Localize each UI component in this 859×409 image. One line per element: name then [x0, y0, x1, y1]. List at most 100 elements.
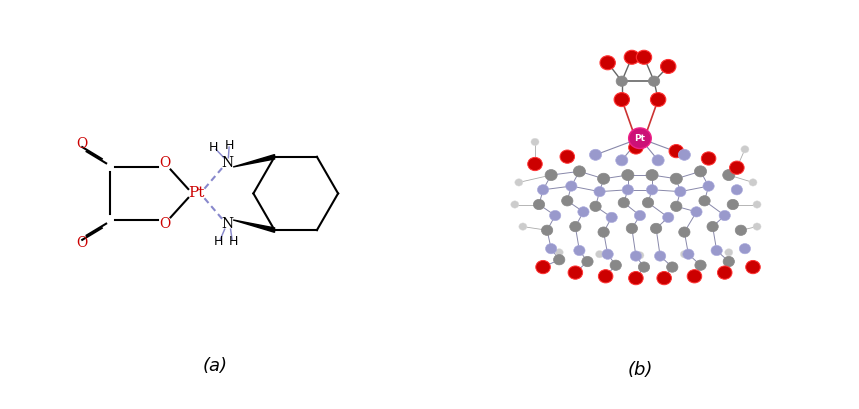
Circle shape: [598, 173, 610, 184]
Circle shape: [536, 261, 551, 274]
Circle shape: [598, 227, 609, 237]
Text: (a): (a): [202, 357, 228, 375]
Circle shape: [647, 184, 658, 195]
Text: O: O: [160, 217, 171, 231]
Text: O: O: [160, 156, 171, 170]
Circle shape: [599, 270, 613, 283]
Circle shape: [541, 225, 552, 236]
Circle shape: [749, 179, 757, 186]
Circle shape: [616, 155, 628, 166]
Circle shape: [629, 141, 643, 154]
Circle shape: [629, 272, 643, 285]
Circle shape: [711, 245, 722, 256]
Circle shape: [636, 252, 644, 259]
Circle shape: [590, 201, 601, 211]
Circle shape: [573, 166, 586, 177]
Text: N: N: [222, 217, 234, 231]
Circle shape: [616, 76, 627, 86]
Circle shape: [703, 181, 714, 191]
Circle shape: [634, 210, 646, 221]
Circle shape: [602, 249, 613, 259]
Circle shape: [722, 169, 734, 180]
Circle shape: [695, 260, 706, 270]
Text: H: H: [214, 235, 223, 248]
Circle shape: [594, 187, 606, 197]
Circle shape: [670, 173, 682, 184]
Circle shape: [553, 254, 565, 265]
Circle shape: [662, 212, 673, 222]
Circle shape: [562, 196, 573, 206]
Circle shape: [545, 169, 557, 180]
Circle shape: [614, 92, 630, 107]
Circle shape: [649, 76, 660, 86]
Circle shape: [674, 187, 686, 197]
Circle shape: [533, 199, 545, 210]
Circle shape: [667, 262, 678, 272]
Circle shape: [622, 169, 634, 180]
Circle shape: [566, 181, 577, 191]
Circle shape: [725, 249, 733, 256]
Text: H: H: [209, 142, 218, 154]
Circle shape: [646, 169, 658, 180]
Circle shape: [740, 243, 751, 254]
Text: H: H: [225, 139, 235, 152]
Circle shape: [694, 166, 707, 177]
Circle shape: [638, 262, 649, 272]
Circle shape: [631, 251, 642, 261]
Circle shape: [740, 146, 749, 153]
Circle shape: [560, 150, 575, 163]
Circle shape: [669, 144, 684, 158]
Circle shape: [679, 149, 691, 160]
Circle shape: [622, 184, 633, 195]
Circle shape: [643, 198, 654, 208]
Circle shape: [753, 201, 761, 208]
Circle shape: [661, 59, 676, 74]
Circle shape: [519, 223, 527, 230]
Circle shape: [652, 155, 664, 166]
Circle shape: [589, 149, 601, 160]
Circle shape: [671, 201, 682, 211]
Circle shape: [545, 243, 557, 254]
Circle shape: [515, 179, 523, 186]
Circle shape: [680, 250, 688, 258]
Circle shape: [728, 199, 739, 210]
Circle shape: [624, 50, 640, 64]
Circle shape: [511, 201, 519, 208]
Circle shape: [629, 128, 651, 148]
Circle shape: [555, 249, 564, 256]
Circle shape: [699, 196, 710, 206]
Text: Pt: Pt: [635, 134, 645, 143]
Circle shape: [753, 223, 761, 230]
Circle shape: [719, 210, 730, 221]
Circle shape: [691, 207, 702, 217]
Circle shape: [717, 266, 732, 279]
Text: N: N: [222, 156, 234, 170]
Text: O: O: [76, 236, 88, 250]
Text: (b): (b): [627, 361, 653, 379]
Circle shape: [650, 223, 661, 234]
Circle shape: [595, 250, 604, 258]
Circle shape: [731, 184, 742, 195]
Polygon shape: [233, 220, 275, 232]
Circle shape: [570, 221, 581, 232]
Circle shape: [626, 223, 637, 234]
Circle shape: [655, 251, 666, 261]
Polygon shape: [233, 155, 275, 167]
Circle shape: [618, 198, 630, 208]
Circle shape: [578, 207, 589, 217]
Circle shape: [550, 210, 561, 221]
Circle shape: [650, 92, 666, 107]
Text: H: H: [228, 235, 238, 248]
Circle shape: [637, 50, 652, 64]
Circle shape: [746, 261, 760, 274]
Circle shape: [610, 260, 621, 270]
Text: O: O: [76, 137, 88, 151]
Circle shape: [527, 157, 542, 171]
Circle shape: [538, 184, 549, 195]
Circle shape: [679, 227, 690, 237]
Circle shape: [600, 56, 615, 70]
Circle shape: [729, 161, 744, 174]
Circle shape: [723, 256, 734, 267]
Text: Pt: Pt: [188, 187, 204, 200]
Circle shape: [707, 221, 718, 232]
